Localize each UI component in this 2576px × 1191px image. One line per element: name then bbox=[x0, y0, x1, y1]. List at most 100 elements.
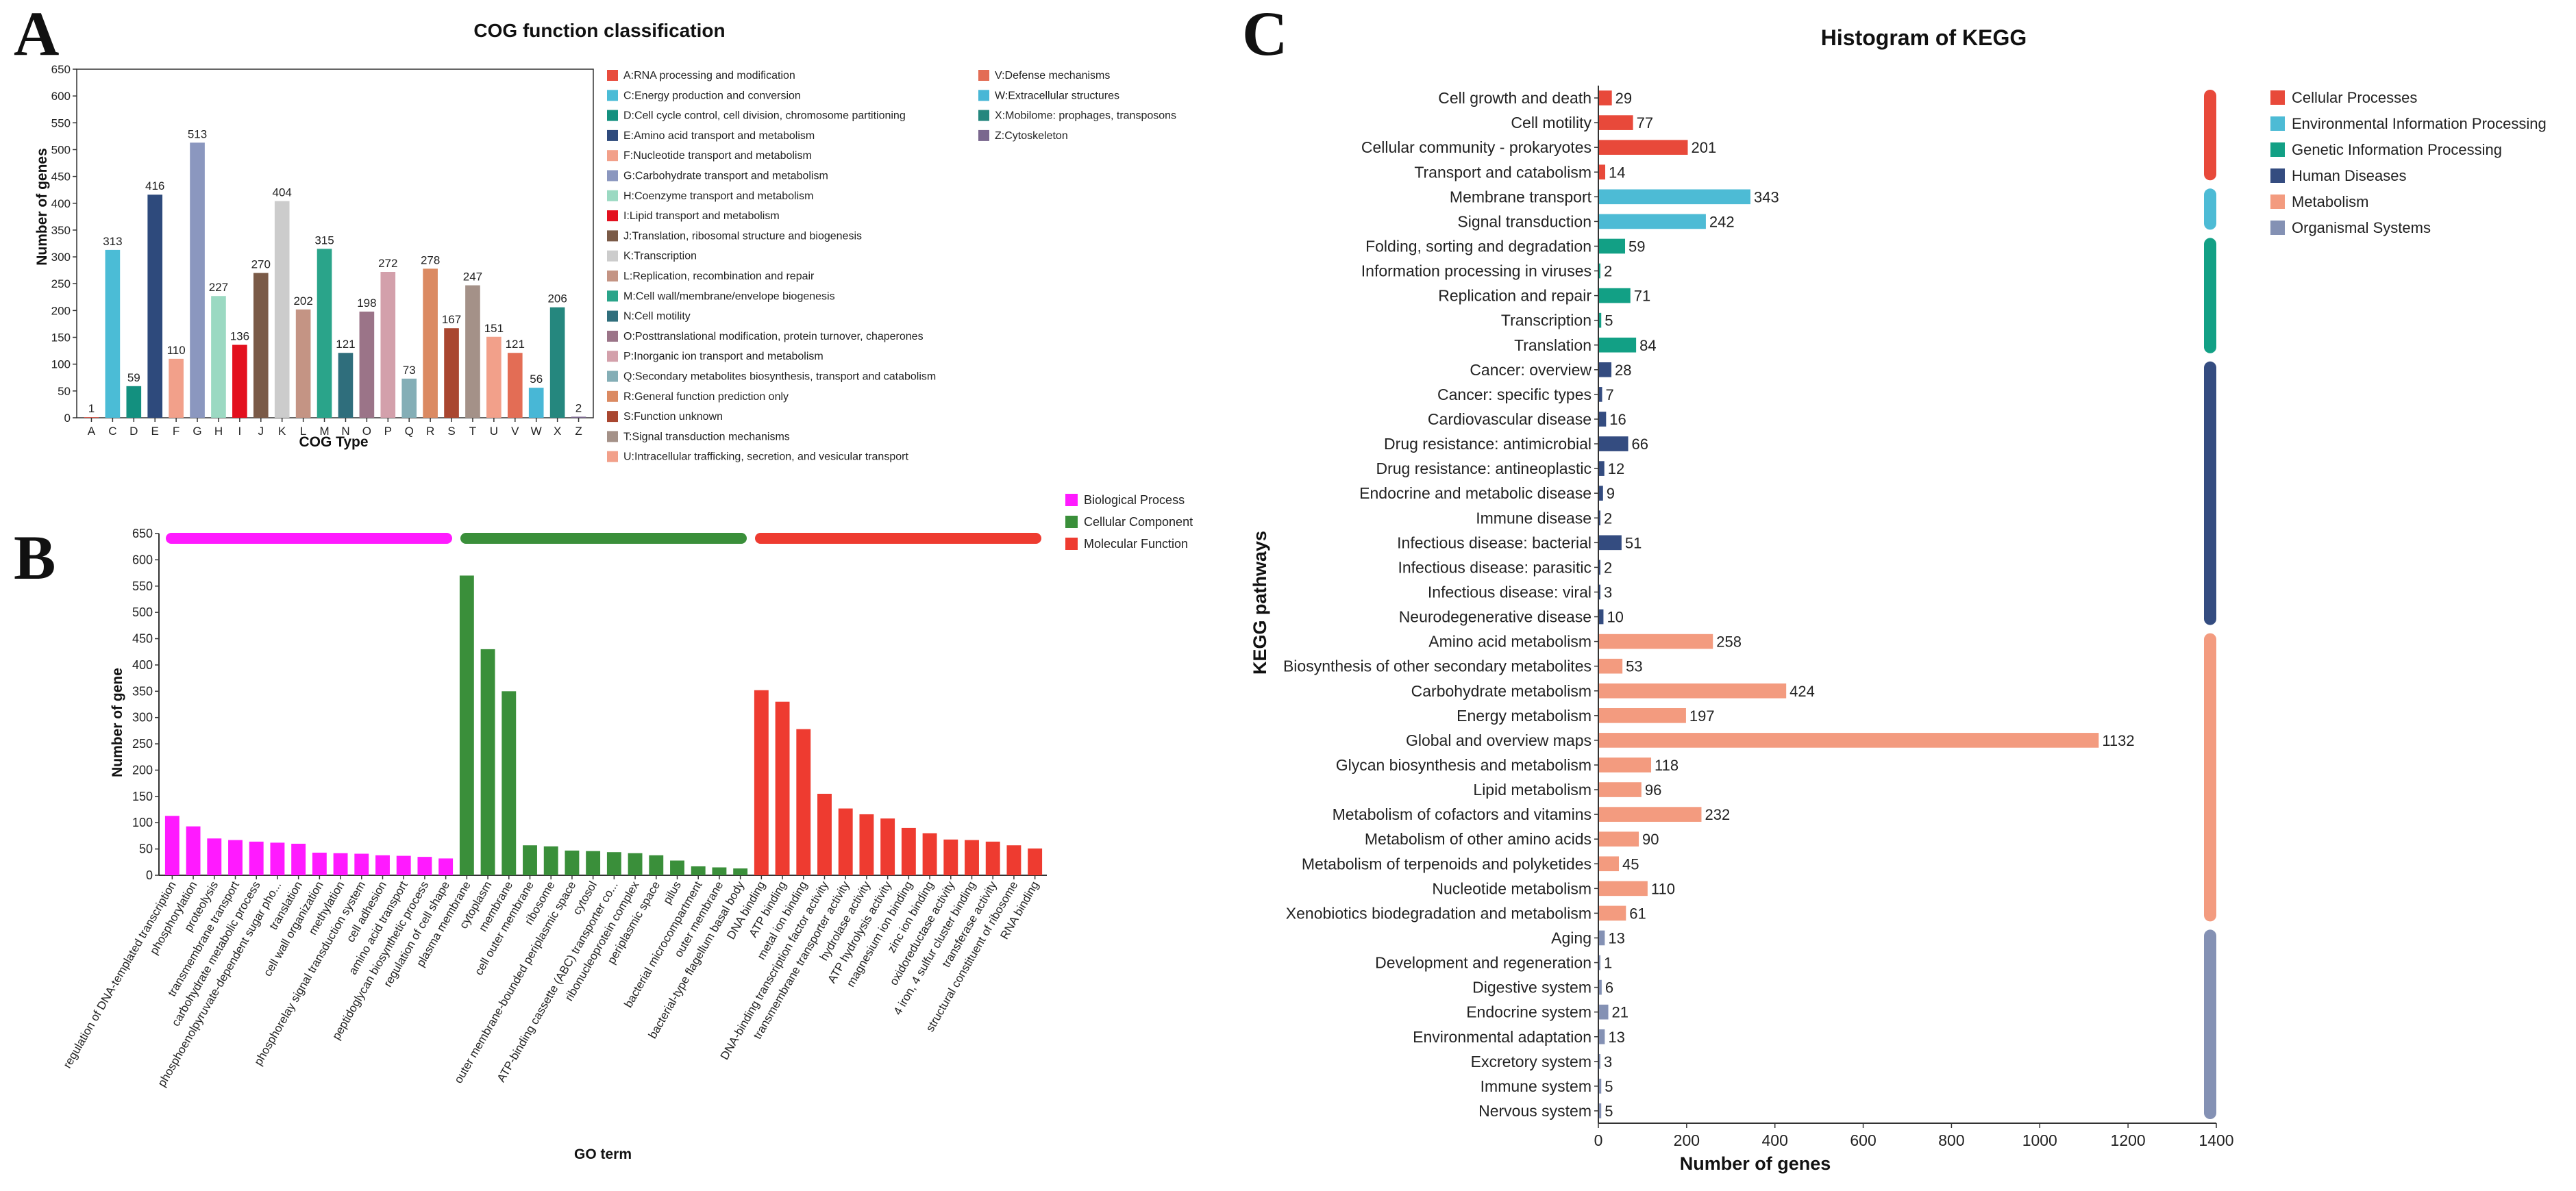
go-bar-atp-hydrolysis-activity bbox=[880, 818, 895, 875]
kegg-y-tick-label: Amino acid metabolism bbox=[1428, 633, 1592, 651]
go-bar-outer-membrane bbox=[712, 867, 727, 875]
kegg-bar-cardiovascular-disease bbox=[1599, 412, 1607, 427]
kegg-bar-environmental-adaptation bbox=[1599, 1029, 1605, 1044]
kegg-y-tick-label: Cancer: overview bbox=[1470, 361, 1592, 379]
kegg-value-label: 84 bbox=[1639, 337, 1656, 354]
kegg-y-tick-label: Immune system bbox=[1481, 1077, 1592, 1095]
kegg-bar-nucleotide-metabolism bbox=[1599, 881, 1648, 897]
kegg-y-tick-label: Digestive system bbox=[1472, 979, 1592, 996]
cog-legend-label: O:Posttranslational modification, protei… bbox=[623, 331, 924, 342]
kegg-value-label: 28 bbox=[1615, 362, 1631, 379]
cog-legend-swatch bbox=[978, 129, 989, 141]
cog-value-label: 416 bbox=[145, 179, 164, 192]
cog-y-tick-label: 150 bbox=[51, 331, 71, 344]
go-bar-cytoplasm bbox=[480, 649, 495, 875]
kegg-bar-infectious-disease-parasitic bbox=[1599, 560, 1600, 575]
kegg-value-label: 7 bbox=[1606, 386, 1614, 403]
kegg-bar-infectious-disease-viral bbox=[1599, 584, 1600, 600]
cog-x-tick-label: F bbox=[173, 425, 179, 438]
cog-bar-k bbox=[274, 201, 290, 418]
kegg-y-tick-label: Transport and catabolism bbox=[1414, 163, 1592, 181]
go-bar-transmembrane-transport bbox=[228, 840, 243, 875]
cog-value-label: 73 bbox=[403, 364, 416, 377]
kegg-bar-drug-resistance-antimicrobial bbox=[1599, 436, 1628, 451]
cog-legend-label: P:Inorganic ion transport and metabolism bbox=[623, 351, 823, 362]
cog-legend-label: J:Translation, ribosomal structure and b… bbox=[623, 230, 862, 242]
cog-legend-label: H:Coenzyme transport and metabolism bbox=[623, 190, 813, 202]
kegg-y-tick-label: Folding, sorting and degradation bbox=[1365, 237, 1592, 255]
cog-chart-title: COG function classification bbox=[473, 20, 725, 41]
go-bar-4-iron-4-sulfur-cluster-binding bbox=[965, 840, 979, 875]
go-y-tick-label: 150 bbox=[132, 790, 153, 803]
kegg-legend-swatch bbox=[2270, 90, 2285, 105]
kegg-bar-development-and-regeneration bbox=[1599, 955, 1600, 970]
kegg-value-label: 66 bbox=[1632, 436, 1648, 453]
cog-legend-swatch bbox=[607, 310, 618, 322]
cog-bar-p bbox=[380, 272, 396, 418]
cog-legend-label: L:Replication, recombination and repair bbox=[623, 271, 815, 282]
cog-bar-x bbox=[549, 307, 565, 418]
cog-y-tick-label: 250 bbox=[51, 277, 71, 290]
go-bar-metal-ion-binding bbox=[796, 729, 811, 875]
kegg-x-tick-label: 200 bbox=[1674, 1131, 1700, 1149]
kegg-value-label: 13 bbox=[1608, 1029, 1624, 1046]
go-bar-oxidoreductase-activity bbox=[943, 839, 958, 875]
go-x-axis-label: GO term bbox=[574, 1146, 632, 1162]
go-y-tick-label: 0 bbox=[146, 868, 153, 882]
kegg-y-tick-label: Infectious disease: viral bbox=[1428, 583, 1592, 601]
kegg-y-tick-label: Lipid metabolism bbox=[1473, 781, 1592, 799]
kegg-value-label: 90 bbox=[1642, 831, 1659, 848]
kegg-value-label: 3 bbox=[1604, 584, 1612, 601]
kegg-value-label: 197 bbox=[1689, 707, 1715, 725]
cog-y-axis-label: Number of genes bbox=[34, 148, 50, 266]
cog-legend-swatch bbox=[978, 90, 989, 101]
kegg-value-label: 5 bbox=[1605, 312, 1613, 329]
kegg-y-tick-label: Transcription bbox=[1501, 312, 1592, 329]
cog-legend-swatch bbox=[978, 70, 989, 81]
cog-bar-c bbox=[105, 249, 121, 418]
go-bar-membrane bbox=[501, 691, 517, 875]
cog-value-label: 313 bbox=[103, 235, 122, 248]
cog-legend-label: S:Function unknown bbox=[623, 411, 723, 423]
cog-legend-swatch bbox=[607, 390, 618, 402]
cog-bar-s bbox=[444, 328, 459, 418]
go-bar-dna-binding bbox=[754, 690, 769, 875]
kegg-value-label: 12 bbox=[1608, 460, 1624, 477]
go-y-tick-label: 100 bbox=[132, 816, 153, 829]
go-bar-regulation-of-dna-templated-transcription bbox=[164, 816, 179, 875]
cog-value-label: 151 bbox=[484, 322, 504, 335]
cog-value-label: 202 bbox=[293, 294, 312, 308]
kegg-bar-translation bbox=[1599, 337, 1637, 353]
cog-legend-label: T:Signal transduction mechanisms bbox=[623, 431, 790, 442]
cog-x-tick-label: O bbox=[362, 425, 371, 438]
kegg-category-band bbox=[2204, 188, 2216, 230]
cog-value-label: 136 bbox=[230, 330, 249, 343]
cog-x-tick-label: X bbox=[554, 425, 561, 438]
kegg-y-tick-label: Metabolism of other amino acids bbox=[1365, 830, 1592, 848]
cog-legend-swatch bbox=[607, 290, 618, 302]
kegg-bar-excretory-system bbox=[1599, 1054, 1600, 1069]
cog-legend-swatch bbox=[607, 371, 618, 382]
cog-value-label: 272 bbox=[378, 257, 397, 270]
cog-legend-label: F:Nucleotide transport and metabolism bbox=[623, 150, 812, 162]
kegg-y-tick-label: Cancer: specific types bbox=[1437, 386, 1592, 403]
go-legend-swatch bbox=[1065, 516, 1078, 528]
cog-bar-u bbox=[486, 336, 501, 418]
cog-legend-swatch bbox=[607, 110, 618, 121]
kegg-bar-lipid-metabolism bbox=[1599, 782, 1642, 797]
cog-legend-label: D:Cell cycle control, cell division, chr… bbox=[623, 110, 906, 122]
cog-y-tick-label: 100 bbox=[51, 358, 71, 371]
kegg-y-tick-label: Energy metabolism bbox=[1457, 707, 1592, 725]
cog-x-tick-label: H bbox=[214, 425, 223, 438]
cog-legend-swatch bbox=[607, 70, 618, 81]
cog-bar-i bbox=[232, 344, 247, 418]
go-bar-pilus bbox=[670, 860, 684, 875]
kegg-bar-carbohydrate-metabolism bbox=[1599, 683, 1787, 699]
cog-bar-m bbox=[317, 249, 332, 418]
kegg-value-label: 258 bbox=[1716, 634, 1742, 651]
go-bar-carbohydrate-metabolic-process bbox=[249, 841, 264, 875]
cog-x-axis-label: COG Type bbox=[299, 434, 368, 450]
cog-value-label: 247 bbox=[463, 271, 482, 284]
kegg-legend-label: Metabolism bbox=[2292, 193, 2368, 210]
go-bar-methylation bbox=[333, 853, 348, 875]
